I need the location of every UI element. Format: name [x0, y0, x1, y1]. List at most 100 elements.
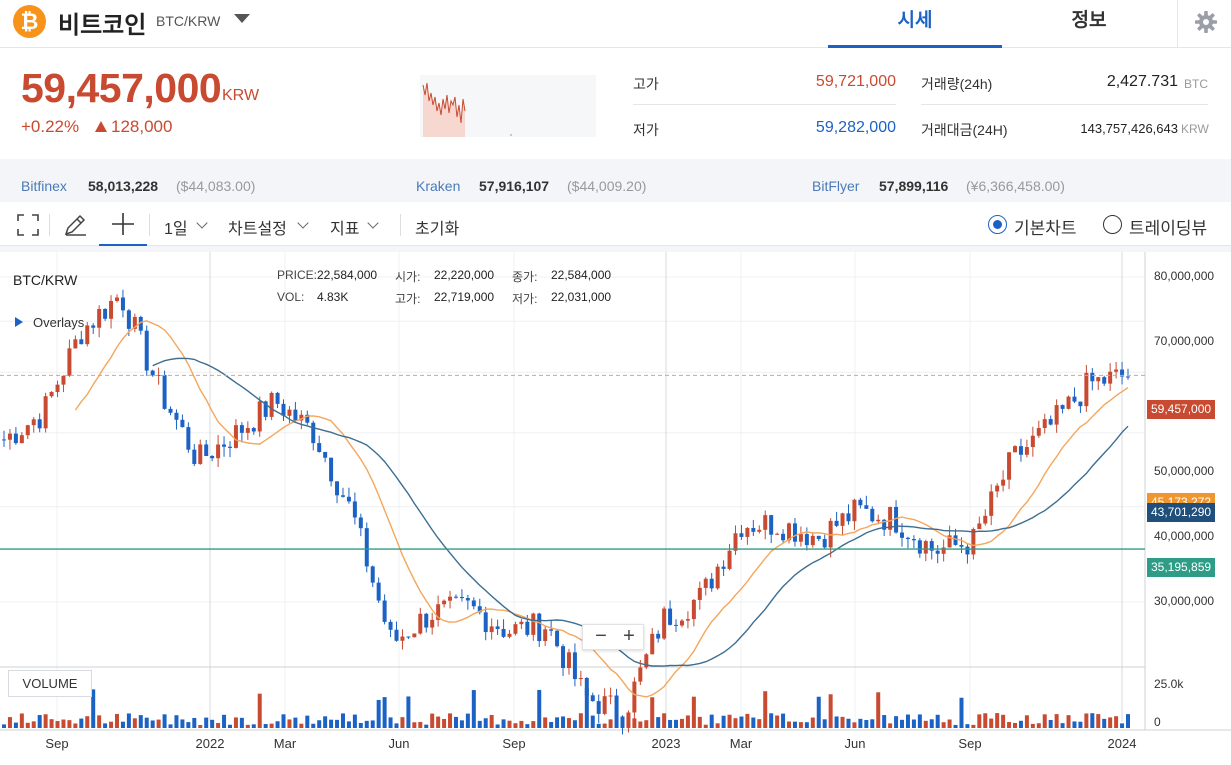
indicators-select[interactable]: 지표 [330, 221, 360, 238]
y-tick-label: 70,000,000 [1154, 334, 1215, 348]
divider [921, 104, 1208, 105]
volume-label[interactable]: VOLUME [8, 670, 92, 697]
tab-quote[interactable]: 시세 [828, 0, 1002, 48]
volume-bar [352, 714, 357, 728]
chart-canvas[interactable] [0, 252, 1231, 765]
candle [79, 339, 84, 345]
candle [436, 604, 441, 620]
volume-bar [1084, 713, 1089, 728]
volume-bar [287, 719, 292, 728]
candle [335, 481, 340, 496]
caret-right-icon[interactable] [15, 317, 23, 327]
candle [317, 443, 322, 452]
reset-button[interactable]: 초기화 [415, 221, 460, 238]
volume-bar [608, 719, 613, 728]
candle [733, 533, 738, 551]
price-chart[interactable]: BTC/KRW Overlays PRICE: 22,584,000 시가: 2… [0, 252, 1231, 765]
volume-tick-label: 0 [1154, 715, 1161, 729]
volume-bar [49, 719, 54, 728]
candle [382, 600, 387, 622]
volume-bar [900, 719, 905, 728]
candle [632, 681, 637, 713]
candle [394, 629, 399, 641]
overlays-toggle[interactable]: Overlays [33, 315, 85, 330]
volume-bar [632, 718, 637, 728]
candle [644, 654, 649, 668]
candle [275, 392, 280, 404]
crosshair-active-indicator [99, 244, 147, 246]
volume-bar [412, 722, 417, 728]
zoom-out-button[interactable]: − [595, 625, 607, 647]
chevron-down-icon[interactable] [367, 217, 379, 229]
candle [471, 600, 476, 607]
volume-bar [1024, 715, 1029, 728]
chevron-down-icon[interactable] [196, 217, 208, 229]
exchange-name[interactable]: Bitfinex [21, 178, 67, 194]
trading-view-label[interactable]: 트레이딩뷰 [1129, 219, 1208, 238]
candle [1078, 401, 1083, 407]
volume-bar [1108, 717, 1113, 728]
basic-chart-radio[interactable] [988, 215, 1007, 234]
candle [911, 539, 916, 541]
volume-bar [1120, 723, 1125, 728]
candle [888, 506, 893, 530]
volume-bar [894, 716, 899, 728]
candle [489, 626, 494, 633]
volume-bar [596, 723, 601, 728]
volume-bar [923, 720, 928, 728]
candle [816, 535, 821, 540]
coin-pair[interactable]: BTC/KRW [156, 13, 221, 29]
interval-select[interactable]: 1일 [164, 221, 188, 238]
candle [19, 435, 24, 444]
chevron-down-icon[interactable] [297, 217, 309, 229]
volume-bar [144, 717, 149, 728]
x-tick-label: Sep [958, 736, 982, 751]
candle [418, 613, 423, 634]
price-summary: 59,457,000 KRW +0.22% 128,000 고가 59,721,… [0, 49, 1231, 159]
volume-bar [275, 721, 280, 728]
candle [555, 630, 560, 647]
chart-settings-select[interactable]: 차트설정 [228, 221, 287, 238]
tab-info[interactable]: 정보 [1071, 10, 1107, 31]
trading-view-radio[interactable] [1103, 215, 1122, 234]
coin-name[interactable]: 비트코인 [58, 12, 147, 39]
fullscreen-icon[interactable] [17, 214, 39, 236]
volume-bar [186, 722, 191, 728]
candle [144, 330, 149, 371]
volume-bar [448, 713, 453, 728]
volume-bar [358, 722, 363, 728]
basic-chart-label[interactable]: 기본차트 [1014, 219, 1077, 238]
exchange-name[interactable]: BitFlyer [812, 178, 860, 194]
volume-bar [620, 716, 625, 728]
candle [406, 636, 411, 638]
volume-bar [650, 697, 655, 728]
candle [739, 533, 744, 537]
volume-bar [162, 714, 167, 728]
volume-bar [798, 722, 803, 728]
legend-close-label: 종가: [512, 270, 538, 284]
pencil-icon[interactable] [63, 213, 87, 237]
volume-bar [251, 724, 256, 728]
candle [703, 578, 708, 588]
candle [465, 598, 470, 601]
volume-bar [697, 716, 702, 728]
candle [1126, 376, 1130, 378]
x-tick-label: Jun [388, 736, 410, 751]
volume-bar [656, 717, 661, 728]
zoom-in-button[interactable]: + [623, 625, 635, 647]
crosshair-icon[interactable] [110, 211, 136, 237]
candle [971, 529, 976, 555]
volume-bar [180, 719, 185, 728]
candle [263, 401, 268, 417]
legend-low-value: 22,031,000 [551, 290, 612, 304]
candle [162, 374, 167, 409]
candle [727, 550, 732, 569]
volume-bar [572, 720, 577, 728]
divider [49, 214, 50, 236]
exchange-name[interactable]: Kraken [416, 178, 461, 194]
volume-bar [775, 715, 780, 728]
settings-button[interactable] [1177, 0, 1231, 48]
coin-dropdown-caret-icon[interactable] [234, 14, 250, 23]
volume-bar [1042, 714, 1047, 728]
change-rate: +0.22% [21, 117, 80, 136]
